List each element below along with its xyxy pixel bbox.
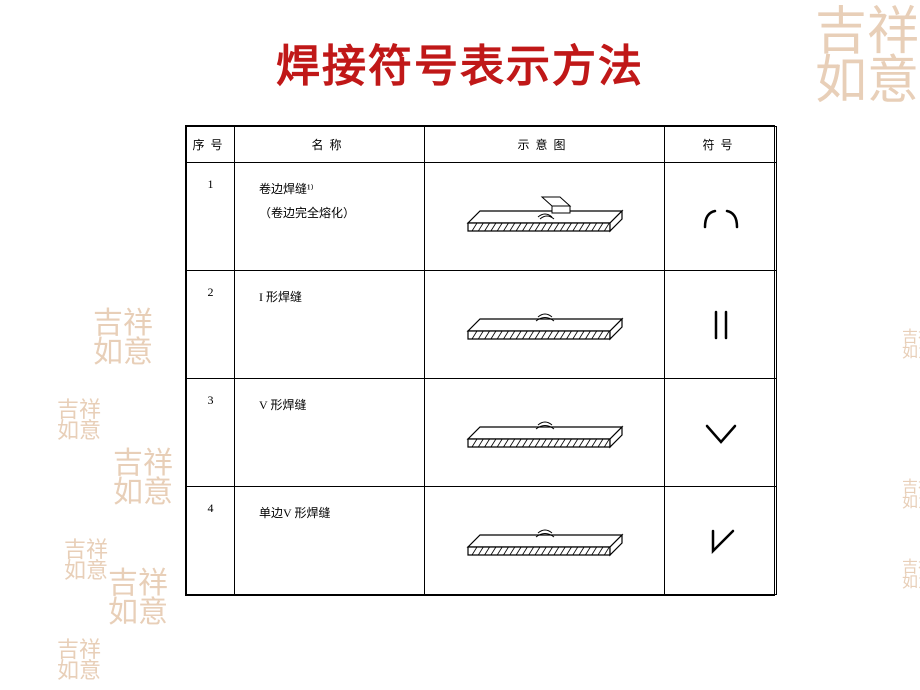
decorative-seal: 吉祥如意 <box>900 480 920 510</box>
table-row: 4 单边V 形焊缝 <box>187 487 777 595</box>
weld-plate-icon <box>460 517 630 565</box>
table-body: 1卷边焊缝¹⁾（卷边完全熔化） 2I 形焊缝 3V 形焊缝 <box>187 163 777 595</box>
page-title: 焊接符号表示方法 <box>0 30 920 94</box>
weld-plate-icon <box>460 409 630 457</box>
welding-symbols-table: 序号 名称 示意图 符号 1卷边焊缝¹⁾（卷边完全熔化） 2I 形焊缝 <box>185 125 775 596</box>
name-line1: 单边V 形焊缝 <box>259 501 424 525</box>
name-line1: 卷边焊缝¹⁾ <box>259 177 424 201</box>
weld-symbol-icon <box>701 417 741 448</box>
name-line2: （卷边完全熔化） <box>259 201 424 225</box>
cell-symbol <box>665 271 777 379</box>
header-name: 名称 <box>235 127 425 163</box>
table-row: 3 V 形焊缝 <box>187 379 777 487</box>
decorative-seal: 吉祥如意 <box>110 450 176 507</box>
weld-symbol-icon <box>706 307 736 338</box>
decorative-seal: 吉祥如意 <box>55 400 103 442</box>
cell-index: 3 <box>187 379 235 487</box>
cell-index: 2 <box>187 271 235 379</box>
weld-symbol-icon <box>703 524 739 555</box>
cell-name: I 形焊缝 <box>235 271 425 379</box>
decorative-seal: 吉祥如意 <box>55 640 103 682</box>
decorative-seal: 吉祥如意 <box>62 540 110 582</box>
table: 序号 名称 示意图 符号 1卷边焊缝¹⁾（卷边完全熔化） 2I 形焊缝 <box>186 126 777 595</box>
decorative-seal: 吉祥如意 <box>900 560 920 590</box>
cell-symbol <box>665 487 777 595</box>
table-header-row: 序号 名称 示意图 符号 <box>187 127 777 163</box>
cell-diagram <box>425 379 665 487</box>
cell-diagram <box>425 271 665 379</box>
cell-symbol <box>665 163 777 271</box>
name-line1: V 形焊缝 <box>259 393 424 417</box>
weld-symbol-icon <box>699 200 743 231</box>
cell-index: 1 <box>187 163 235 271</box>
cell-symbol <box>665 379 777 487</box>
table-row: 2 I 形焊缝 <box>187 271 777 379</box>
header-symbol: 符号 <box>665 127 777 163</box>
header-index: 序号 <box>187 127 235 163</box>
cell-name: V 形焊缝 <box>235 379 425 487</box>
cell-diagram <box>425 163 665 271</box>
name-line1: I 形焊缝 <box>259 285 424 309</box>
header-diagram: 示意图 <box>425 127 665 163</box>
weld-plate-icon <box>460 193 630 241</box>
table-row: 1卷边焊缝¹⁾（卷边完全熔化） <box>187 163 777 271</box>
cell-diagram <box>425 487 665 595</box>
decorative-seal: 吉祥如意 <box>90 310 156 367</box>
decorative-seal: 吉祥如意 <box>900 330 920 360</box>
decorative-seal: 吉祥如意 <box>105 570 171 627</box>
weld-plate-icon <box>460 301 630 349</box>
cell-name: 单边V 形焊缝 <box>235 487 425 595</box>
cell-name: 卷边焊缝¹⁾（卷边完全熔化） <box>235 163 425 271</box>
cell-index: 4 <box>187 487 235 595</box>
